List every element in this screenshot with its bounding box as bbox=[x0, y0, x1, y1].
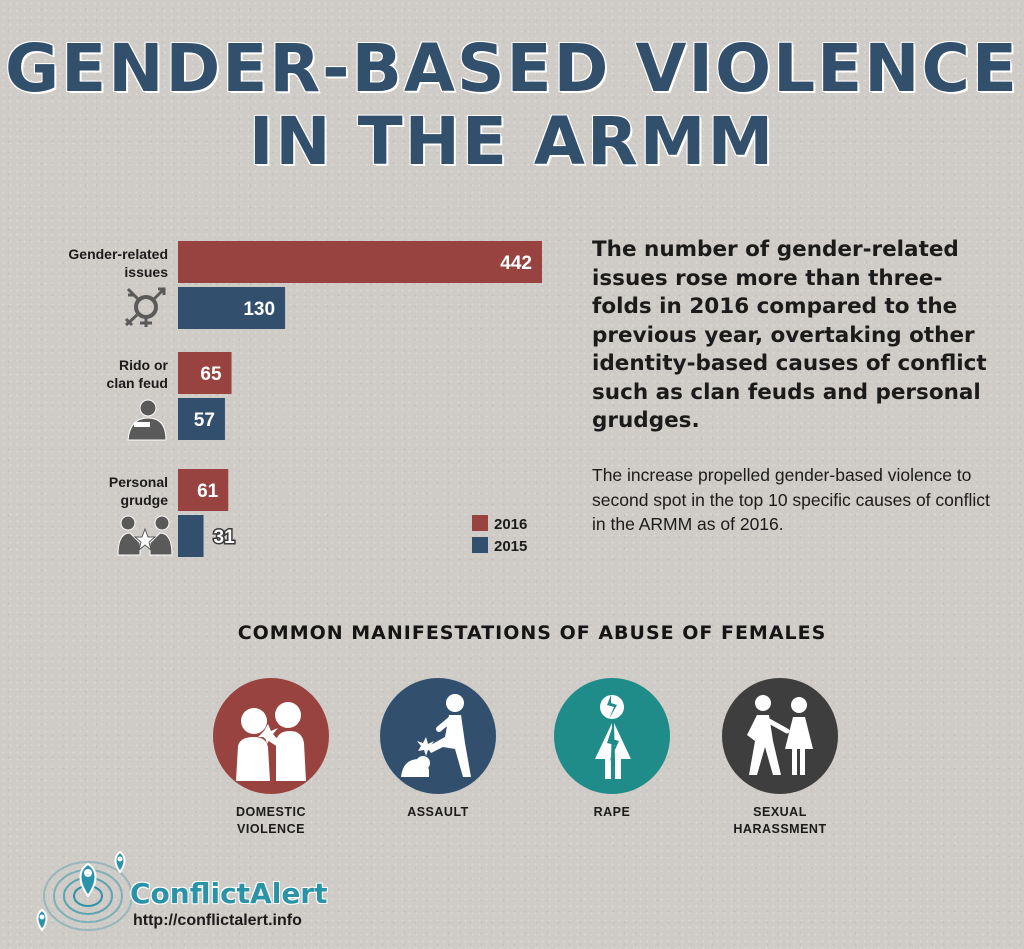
gunman-icon bbox=[127, 399, 167, 441]
assault-icon bbox=[401, 694, 471, 777]
legend-label-2016: 2016 bbox=[494, 516, 527, 533]
legend-label-2015: 2015 bbox=[494, 538, 527, 555]
section-title: COMMON MANIFESTATIONS OF ABUSE OF FEMALE… bbox=[237, 622, 827, 644]
harassment-circle bbox=[722, 678, 838, 794]
bar-2016 bbox=[178, 241, 542, 283]
bar-2015 bbox=[178, 287, 286, 329]
domestic-violence-circle bbox=[213, 678, 329, 794]
harassment-icon bbox=[747, 695, 813, 775]
bar-2015 bbox=[178, 515, 204, 557]
manifestation-rape: RAPE bbox=[532, 678, 692, 821]
manifestation-label: SEXUAL HARASSMENT bbox=[733, 805, 827, 836]
rape-icon bbox=[595, 695, 631, 779]
legend-swatch-2016 bbox=[472, 515, 488, 531]
bar-2016 bbox=[178, 469, 229, 511]
conflictalert-logo-icon bbox=[36, 850, 133, 932]
bar-value-label: 31 bbox=[214, 527, 236, 548]
confrontation-icon bbox=[117, 515, 173, 556]
manifestation-label: RAPE bbox=[593, 805, 631, 819]
bar-value-label: 65 bbox=[200, 364, 222, 385]
bar-value-label: 130 bbox=[243, 299, 275, 320]
manifestation-label: DOMESTIC VIOLENCE bbox=[236, 805, 306, 836]
legend-swatch-2015 bbox=[472, 537, 488, 553]
category-label-line2: grudge bbox=[121, 492, 169, 508]
bar-value-label: 61 bbox=[197, 481, 219, 502]
manifestation-sexual-harassment: SEXUAL HARASSMENT bbox=[700, 678, 860, 838]
manifestation-domestic-violence: DOMESTIC VIOLENCE bbox=[191, 678, 351, 838]
sub-text: The increase propelled gender-based viol… bbox=[592, 465, 990, 534]
bar-value-label: 57 bbox=[194, 410, 215, 431]
category-label-line2: clan feud bbox=[107, 375, 168, 391]
category-label-line1: Gender-related bbox=[68, 246, 168, 262]
assault-circle bbox=[380, 678, 496, 794]
domestic-violence-icon bbox=[236, 702, 306, 781]
manifestation-assault: ASSAULT bbox=[358, 678, 518, 821]
bar-2015 bbox=[178, 398, 225, 440]
brand-name[interactable]: ConflictAlert bbox=[130, 877, 328, 910]
website-url[interactable]: http://conflictalert.info bbox=[133, 912, 302, 929]
rape-circle bbox=[554, 678, 670, 794]
bar-value-label: 442 bbox=[500, 253, 532, 274]
manifestation-label: ASSAULT bbox=[407, 805, 469, 819]
title-line-1: GENDER-BASED VIOLENCE bbox=[5, 30, 1019, 107]
headline-text: The number of gender-related issues rose… bbox=[592, 237, 987, 433]
category-label-line1: Rido or bbox=[119, 357, 169, 373]
gender-symbol-icon bbox=[124, 287, 166, 327]
category-label-line2: issues bbox=[124, 264, 168, 280]
title-line-2: IN THE ARMM bbox=[248, 103, 776, 180]
bar-chart: Gender-related issues 442 130 Rido or clan fe… bbox=[68, 241, 542, 557]
category-label-line1: Personal bbox=[109, 474, 168, 490]
bar-2016 bbox=[178, 352, 232, 394]
